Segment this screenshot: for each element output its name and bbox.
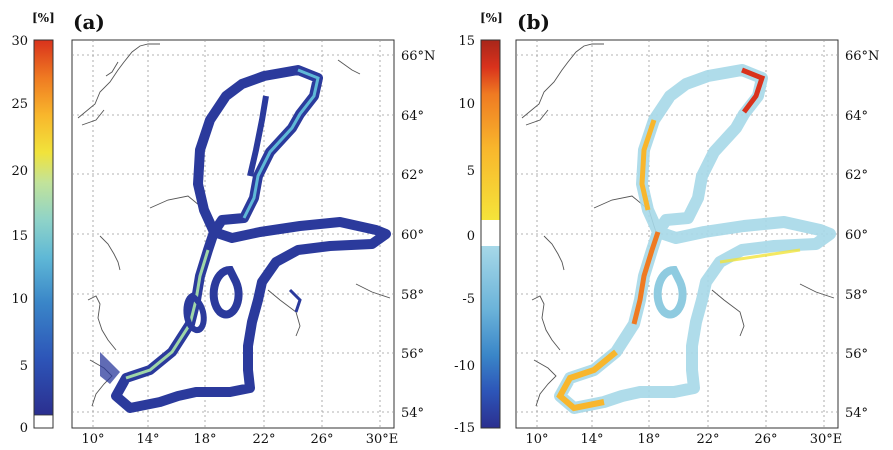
lat-label-b: 60°: [845, 228, 868, 243]
colorbar-b-tick: -5: [462, 292, 475, 307]
colorbar-b-tick: 0: [467, 229, 475, 244]
bothnian-bay-max: [741, 67, 766, 114]
swedish-coast-positive: [639, 119, 657, 211]
colorbar-b: 15 10 5 0 -5 -10 -15: [454, 34, 501, 436]
colorbar-a-tick: 5: [20, 359, 28, 374]
southern-coast-positive: [556, 349, 618, 412]
lon-label-a: 30°E: [366, 432, 399, 446]
colorbar-b-negative: [481, 246, 500, 428]
negative-band: [554, 64, 836, 414]
lat-label-b: 54°: [845, 406, 868, 421]
panel-b: [%] (b) 15 10 5 0 -5 -10 -15: [454, 10, 879, 447]
colorbar-a-tick: 0: [20, 421, 28, 436]
gotland-ring-b: [653, 265, 687, 319]
coastal-band: [111, 65, 391, 413]
lon-label-b: 26°: [754, 432, 777, 446]
map-b: 66°N 64° 62° 60° 58° 56° 54° 10° 14° 18°…: [515, 39, 879, 447]
colorbar-b-tick: -15: [454, 421, 475, 436]
colorbar-a-tick: 15: [11, 229, 28, 244]
colorbar-a-unit: [%]: [32, 11, 55, 25]
panel-a-label: (a): [73, 10, 105, 34]
lat-label-b: 62°: [845, 168, 868, 183]
lon-label-b: 22°: [696, 432, 719, 446]
lat-label-a: 56°: [401, 347, 424, 362]
lat-label-b: 58°: [845, 288, 868, 303]
colorbar-b-tick: 5: [467, 164, 475, 179]
colorbar-b-tick: 10: [458, 97, 475, 112]
west-coast-positive: [631, 231, 661, 325]
lon-label-a: 10°: [81, 432, 104, 446]
lon-label-b: 10°: [525, 432, 548, 446]
panel-b-label: (b): [517, 10, 550, 34]
lon-label-a: 18°: [193, 432, 216, 446]
lat-label-b: 56°: [845, 347, 868, 362]
lat-label-a: 66°N: [401, 49, 435, 64]
lat-label-a: 58°: [401, 288, 424, 303]
colorbar-a: 30 25 20 15 10 5 0: [11, 34, 54, 436]
lat-label-a: 64°: [401, 109, 424, 124]
gulf-positive: [719, 248, 801, 264]
gotland-ring: [209, 265, 243, 319]
lon-label-a: 14°: [136, 432, 159, 446]
map-b-field: [554, 64, 836, 414]
map-a-field: [100, 65, 391, 413]
danish-straits: [100, 352, 120, 384]
colorbar-b-tick: 15: [458, 34, 475, 49]
colorbar-a-tick: 25: [11, 97, 28, 112]
lon-label-a: 22°: [252, 432, 275, 446]
lon-label-b: 14°: [580, 432, 603, 446]
colorbar-a-zero-bin: [33, 414, 54, 429]
colorbar-a-tick: 30: [11, 34, 28, 49]
map-a: 66°N 64° 62° 60° 58° 56° 54° 10° 14° 18°…: [71, 39, 435, 447]
panel-a: [%] (a) 30 25 20 15 10 5 0: [11, 10, 435, 447]
coastal-band-inner: [242, 68, 320, 219]
colorbar-b-tick: -10: [454, 359, 475, 374]
lat-label-a: 54°: [401, 406, 424, 421]
lat-label-b: 66°N: [845, 49, 879, 64]
colorbar-a-tick: 10: [11, 292, 28, 307]
colorbar-b-unit: [%]: [480, 11, 503, 25]
lon-label-b: 30°E: [810, 432, 843, 446]
riga-detail: [288, 288, 302, 313]
colorbar-a-tick: 20: [11, 164, 28, 179]
lon-label-b: 18°: [637, 432, 660, 446]
bothnia-ring: [247, 95, 269, 177]
lon-label-a: 26°: [310, 432, 333, 446]
colorbar-b-neutral: [481, 220, 500, 246]
colorbar-b-positive: [481, 40, 500, 220]
colorbar-a-gradient: [34, 40, 53, 415]
lat-label-a: 60°: [401, 228, 424, 243]
lat-label-a: 62°: [401, 168, 424, 183]
lat-label-b: 64°: [845, 109, 868, 124]
oland-ring: [183, 292, 207, 333]
